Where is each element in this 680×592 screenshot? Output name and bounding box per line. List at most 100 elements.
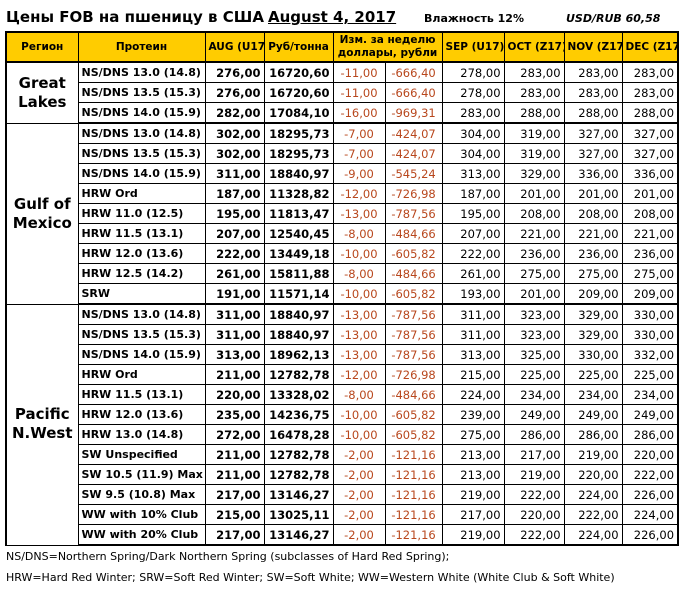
- sep-price-cell: 311,00: [441, 303, 505, 325]
- table-row: NS/DNS 14.0 (15.9) 282,00 17084,10 -16,00 -9…: [6, 102, 680, 124]
- protein-cell: HRW Ord: [77, 364, 206, 385]
- protein-cell: HRW Ord: [77, 183, 206, 204]
- sep-price-cell: 195,00: [441, 203, 505, 224]
- nov-price-cell: 222,00: [563, 504, 623, 525]
- rub-price-cell: 18840,97: [263, 163, 334, 184]
- aug-price-cell: 215,00: [204, 504, 265, 525]
- protein-cell: NS/DNS 14.0 (15.9): [77, 163, 206, 184]
- protein-cell: HRW 12.5 (14.2): [77, 263, 206, 284]
- dec-price-cell: 283,00: [621, 61, 680, 83]
- sep-price-cell: 219,00: [441, 524, 505, 546]
- dec-price-cell: 286,00: [621, 424, 680, 445]
- change-usd-cell: -13,00: [332, 203, 386, 224]
- aug-price-cell: 195,00: [204, 203, 265, 224]
- table-row: WW with 20% Club 217,00 13146,27 -2,00 -121,…: [6, 524, 680, 546]
- sep-price-cell: 193,00: [441, 283, 505, 305]
- nov-price-cell: 219,00: [563, 444, 623, 465]
- aug-price-cell: 313,00: [204, 344, 265, 365]
- nov-price-cell: 283,00: [563, 82, 623, 103]
- rub-price-cell: 12782,78: [263, 444, 334, 465]
- change-usd-cell: -13,00: [332, 344, 386, 365]
- change-rub-cell: -484,66: [384, 384, 443, 405]
- oct-price-cell: 286,00: [503, 424, 565, 445]
- change-usd-cell: -11,00: [332, 61, 386, 83]
- change-usd-cell: -10,00: [332, 424, 386, 445]
- oct-price-cell: 323,00: [503, 324, 565, 345]
- change-rub-cell: -484,66: [384, 223, 443, 244]
- change-rub-cell: -666,40: [384, 82, 443, 103]
- page-title: Цены FOB на пшеницу в США: [6, 8, 264, 26]
- table-row: HRW Ord 187,00 11328,82 -12,00 -726,98 187,00…: [6, 183, 680, 204]
- rub-price-cell: 13025,11: [263, 504, 334, 525]
- dec-price-cell: 249,00: [621, 404, 680, 425]
- sep-price-cell: 261,00: [441, 263, 505, 284]
- oct-price-cell: 325,00: [503, 344, 565, 365]
- footnotes: NS/DNS=Northern Spring/Dark Northern Spr…: [6, 546, 615, 588]
- change-usd-cell: -2,00: [332, 464, 386, 485]
- table-row: SW 9.5 (10.8) Max 217,00 13146,27 -2,00 -121…: [6, 484, 680, 505]
- change-rub-cell: -726,98: [384, 183, 443, 204]
- header-weekly-change: Изм. за неделю доллары, рубли: [332, 31, 443, 63]
- aug-price-cell: 272,00: [204, 424, 265, 445]
- region-cell: Pacific N.West: [5, 303, 79, 546]
- change-usd-cell: -7,00: [332, 122, 386, 144]
- dec-price-cell: 208,00: [621, 203, 680, 224]
- nov-price-cell: 336,00: [563, 163, 623, 184]
- aug-price-cell: 187,00: [204, 183, 265, 204]
- table-row: HRW 12.0 (13.6) 222,00 13449,18 -10,00 -605,…: [6, 243, 680, 264]
- change-rub-cell: -666,40: [384, 61, 443, 83]
- rub-price-cell: 11813,47: [263, 203, 334, 224]
- nov-price-cell: 275,00: [563, 263, 623, 284]
- sep-price-cell: 207,00: [441, 223, 505, 244]
- footnote: NS/DNS=Northern Spring/Dark Northern Spr…: [6, 550, 450, 563]
- table-row: WW with 10% Club 215,00 13025,11 -2,00 -121,…: [6, 504, 680, 525]
- nov-price-cell: 327,00: [563, 122, 623, 144]
- table-row: HRW 11.5 (13.1) 220,00 13328,02 -8,00 -484,6…: [6, 384, 680, 405]
- change-rub-cell: -121,16: [384, 524, 443, 546]
- humidity-label: Влажность 12%: [424, 12, 524, 25]
- oct-price-cell: 236,00: [503, 243, 565, 264]
- oct-price-cell: 323,00: [503, 303, 565, 325]
- table-row: HRW 12.0 (13.6) 235,00 14236,75 -10,00 -605,…: [6, 404, 680, 425]
- oct-price-cell: 225,00: [503, 364, 565, 385]
- dec-price-cell: 209,00: [621, 283, 680, 305]
- nov-price-cell: 224,00: [563, 524, 623, 546]
- protein-cell: NS/DNS 13.0 (14.8): [77, 61, 206, 83]
- oct-price-cell: 222,00: [503, 524, 565, 546]
- nov-price-cell: 327,00: [563, 143, 623, 164]
- wheat-price-table: Регион Протеин AUG (U17) Руб/тонна Изм. …: [5, 31, 680, 546]
- aug-price-cell: 282,00: [204, 102, 265, 124]
- aug-price-cell: 191,00: [204, 283, 265, 305]
- sep-price-cell: 283,00: [441, 102, 505, 124]
- protein-cell: HRW 13.0 (14.8): [77, 424, 206, 445]
- change-usd-cell: -8,00: [332, 223, 386, 244]
- nov-price-cell: 330,00: [563, 344, 623, 365]
- rub-price-cell: 13146,27: [263, 484, 334, 505]
- change-rub-cell: -726,98: [384, 364, 443, 385]
- protein-cell: HRW 11.0 (12.5): [77, 203, 206, 224]
- region-cell: Gulf of Mexico: [5, 122, 79, 305]
- rub-price-cell: 18295,73: [263, 143, 334, 164]
- change-usd-cell: -8,00: [332, 263, 386, 284]
- protein-cell: NS/DNS 13.0 (14.8): [77, 303, 206, 325]
- sep-price-cell: 278,00: [441, 82, 505, 103]
- aug-price-cell: 211,00: [204, 444, 265, 465]
- table-row: HRW 12.5 (14.2) 261,00 15811,88 -8,00 -484,6…: [6, 263, 680, 284]
- oct-price-cell: 319,00: [503, 143, 565, 164]
- change-usd-cell: -13,00: [332, 324, 386, 345]
- header-row: Регион Протеин AUG (U17) Руб/тонна Изм. …: [5, 31, 680, 63]
- rub-price-cell: 13146,27: [263, 524, 334, 546]
- protein-cell: NS/DNS 13.0 (14.8): [77, 122, 206, 144]
- rub-price-cell: 15811,88: [263, 263, 334, 284]
- change-usd-cell: -2,00: [332, 444, 386, 465]
- sep-price-cell: 213,00: [441, 444, 505, 465]
- protein-cell: NS/DNS 13.5 (15.3): [77, 324, 206, 345]
- change-usd-cell: -2,00: [332, 484, 386, 505]
- sep-price-cell: 222,00: [441, 243, 505, 264]
- nov-price-cell: 283,00: [563, 61, 623, 83]
- table-row: Gulf of Mexico NS/DNS 13.0 (14.8) 302,00 18…: [5, 122, 680, 305]
- header-region: Регион: [5, 31, 79, 63]
- protein-cell: SW Unspecified: [77, 444, 206, 465]
- change-usd-cell: -11,00: [332, 82, 386, 103]
- rub-price-cell: 16720,60: [263, 61, 334, 83]
